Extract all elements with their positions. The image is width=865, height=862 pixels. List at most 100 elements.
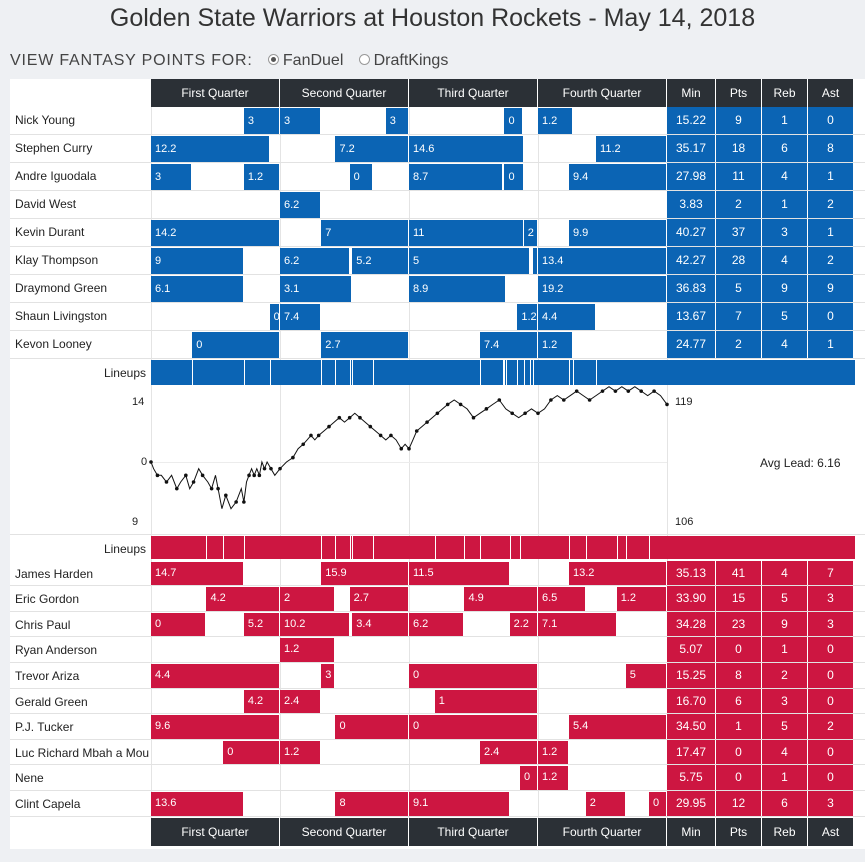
- stint-bar[interactable]: 15.9: [321, 561, 408, 586]
- stint-bar[interactable]: 6.2: [280, 248, 349, 274]
- stint-bar[interactable]: 1: [532, 248, 537, 274]
- stint-bar[interactable]: 0: [648, 792, 666, 816]
- stint-bar[interactable]: 2.7: [321, 332, 408, 358]
- stint-bar[interactable]: 9.1: [409, 792, 509, 816]
- stint-bar[interactable]: 2.4: [280, 689, 321, 714]
- player-name[interactable]: P.J. Tucker: [15, 720, 74, 735]
- stint-bar[interactable]: 8: [335, 792, 408, 816]
- stint-bar[interactable]: 2: [585, 792, 625, 816]
- stint-bar[interactable]: 4.9: [464, 587, 537, 611]
- stint-bar[interactable]: 9: [151, 248, 243, 274]
- player-name[interactable]: Kevin Durant: [15, 225, 85, 239]
- stint-bar[interactable]: 0: [504, 164, 523, 190]
- player-name[interactable]: James Harden: [15, 566, 94, 581]
- lineups-bar[interactable]: [151, 536, 855, 559]
- stint-bar[interactable]: 1.2: [538, 332, 572, 358]
- stint-bar[interactable]: 0: [335, 715, 408, 739]
- stint-bar[interactable]: 5.4: [568, 715, 666, 739]
- player-name[interactable]: Andre Iguodala: [15, 169, 97, 183]
- stint-bar[interactable]: 3: [280, 108, 321, 134]
- player-name[interactable]: David West: [15, 197, 77, 211]
- stint-bar[interactable]: 9.4: [568, 164, 666, 190]
- stint-bar[interactable]: 1.2: [538, 108, 572, 134]
- stint-bar[interactable]: 6.1: [151, 276, 243, 302]
- stint-bar[interactable]: 0: [519, 766, 537, 790]
- stint-bar[interactable]: 4.4: [151, 664, 279, 688]
- draftkings-radio-icon[interactable]: [358, 54, 370, 65]
- fanduel-label[interactable]: FanDuel: [282, 52, 344, 69]
- stint-bar[interactable]: 6.5: [538, 587, 585, 611]
- stint-bar[interactable]: 13.2: [568, 561, 666, 586]
- stint-bar[interactable]: 3: [321, 664, 335, 688]
- stint-bar[interactable]: 0: [349, 164, 372, 190]
- stint-bar[interactable]: 9.9: [568, 220, 666, 246]
- player-name[interactable]: Nene: [15, 771, 44, 786]
- player-name[interactable]: Draymond Green: [15, 281, 108, 295]
- stint-bar[interactable]: 0: [504, 108, 522, 134]
- stint-bar[interactable]: 1.2: [517, 304, 537, 330]
- stint-bar[interactable]: 11: [409, 220, 523, 246]
- player-name[interactable]: Trevor Ariza: [15, 669, 80, 683]
- stint-bar[interactable]: 4.4: [538, 304, 596, 330]
- stint-bar[interactable]: 0: [223, 740, 279, 765]
- stint-bar[interactable]: 8.9: [409, 276, 505, 302]
- stint-bar[interactable]: 5: [625, 664, 666, 688]
- stint-bar[interactable]: 1.2: [538, 740, 568, 765]
- stint-bar[interactable]: 2.2: [509, 612, 537, 637]
- stint-bar[interactable]: 14.2: [151, 220, 279, 246]
- stint-bar[interactable]: 2: [523, 220, 537, 246]
- stint-bar[interactable]: 7.4: [280, 304, 321, 330]
- stint-bar[interactable]: 3.1: [280, 276, 352, 302]
- stint-bar[interactable]: 0: [409, 664, 537, 688]
- stint-bar[interactable]: 14.7: [151, 561, 243, 586]
- draftkings-option[interactable]: DraftKings: [358, 52, 449, 69]
- stint-bar[interactable]: 1: [434, 689, 537, 714]
- stint-bar[interactable]: 3: [385, 108, 408, 134]
- stint-bar[interactable]: 11.2: [596, 136, 666, 162]
- stint-bar[interactable]: 3: [243, 108, 279, 134]
- stint-bar[interactable]: 12.2: [151, 136, 269, 162]
- player-name[interactable]: Clint Capela: [15, 797, 81, 811]
- stint-bar[interactable]: 11.5: [409, 561, 509, 586]
- stint-bar[interactable]: 1.2: [616, 587, 666, 611]
- player-name[interactable]: Shaun Livingston: [15, 309, 108, 323]
- player-name[interactable]: Luc Richard Mbah a Moute: [15, 745, 149, 760]
- stint-bar[interactable]: 14.6: [409, 136, 523, 162]
- stint-bar[interactable]: 9.6: [151, 715, 279, 739]
- player-name[interactable]: Kevon Looney: [15, 337, 92, 351]
- stint-bar[interactable]: 1.2: [243, 164, 279, 190]
- player-name[interactable]: Ryan Anderson: [15, 643, 98, 658]
- stint-bar[interactable]: 2: [280, 587, 335, 611]
- stint-bar[interactable]: 8.7: [409, 164, 503, 190]
- stint-bar[interactable]: 1.2: [280, 638, 335, 662]
- stint-bar[interactable]: 3.4: [352, 612, 408, 637]
- stint-bar[interactable]: 5: [409, 248, 530, 274]
- stint-bar[interactable]: 0: [409, 715, 537, 739]
- stint-bar[interactable]: 13.4: [538, 248, 666, 274]
- stint-bar[interactable]: 0: [151, 612, 206, 637]
- fanduel-radio-icon[interactable]: [267, 54, 279, 65]
- draftkings-label[interactable]: DraftKings: [373, 52, 449, 69]
- stint-bar[interactable]: 5.2: [352, 248, 408, 274]
- stint-bar[interactable]: 10.2: [280, 612, 349, 637]
- player-name[interactable]: Nick Young: [15, 113, 76, 127]
- player-name[interactable]: Gerald Green: [15, 694, 88, 709]
- stint-bar[interactable]: 3: [151, 164, 192, 190]
- lineups-bar[interactable]: [151, 360, 855, 385]
- stint-bar[interactable]: 6.2: [280, 192, 321, 218]
- stint-bar[interactable]: 2.4: [479, 740, 537, 765]
- stint-bar[interactable]: 0: [269, 304, 279, 330]
- stint-bar[interactable]: 19.2: [538, 276, 666, 302]
- player-name[interactable]: Klay Thompson: [15, 253, 99, 267]
- stint-bar[interactable]: 2.7: [349, 587, 408, 611]
- stint-bar[interactable]: 6.2: [409, 612, 464, 637]
- player-name[interactable]: Chris Paul: [15, 617, 71, 632]
- stint-bar[interactable]: 5.2: [243, 612, 279, 637]
- fanduel-option[interactable]: FanDuel: [267, 52, 344, 69]
- stint-bar[interactable]: 13.6: [151, 792, 243, 816]
- stint-bar[interactable]: 7: [321, 220, 408, 246]
- stint-bar[interactable]: 1.2: [280, 740, 321, 765]
- player-name[interactable]: Eric Gordon: [15, 592, 80, 607]
- player-name[interactable]: Stephen Curry: [15, 141, 93, 155]
- stint-bar[interactable]: 7.2: [335, 136, 408, 162]
